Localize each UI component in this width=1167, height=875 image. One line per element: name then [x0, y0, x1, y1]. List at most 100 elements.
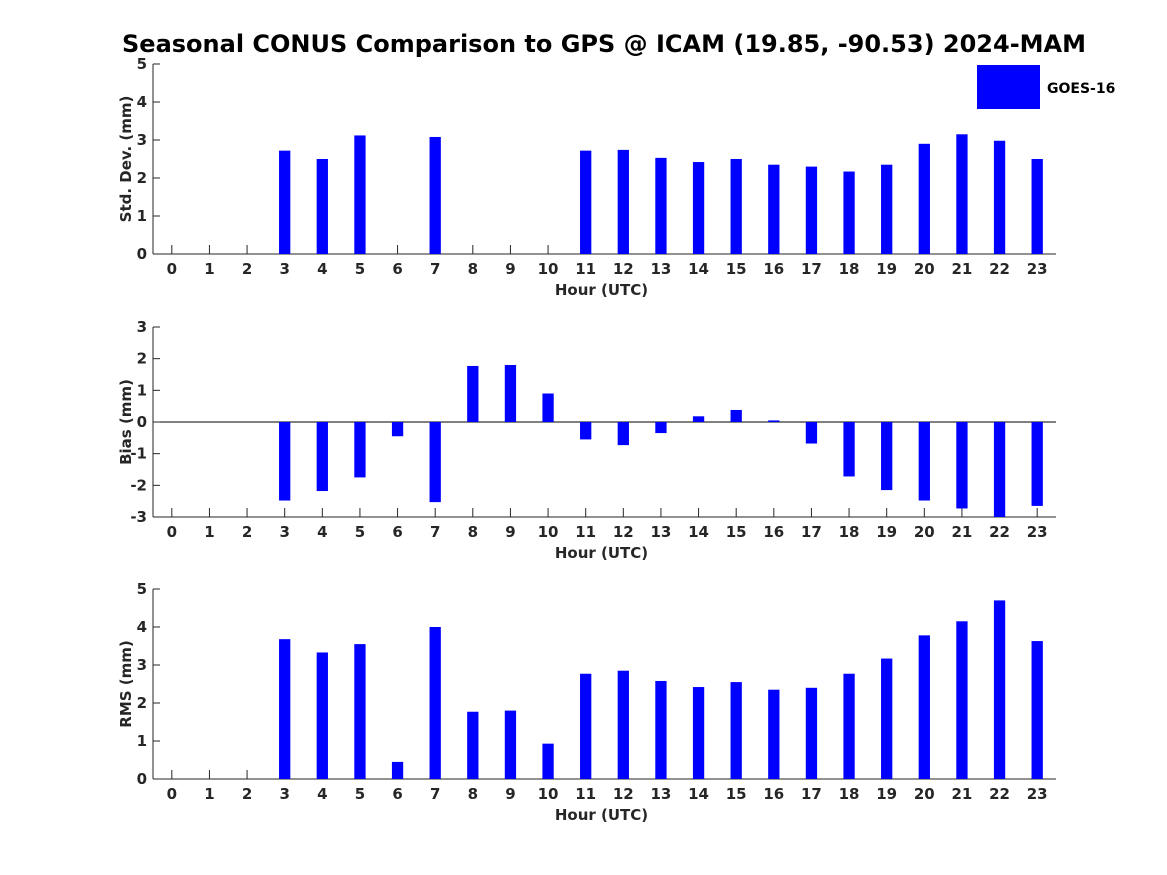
x-tick-label: 20 — [914, 785, 935, 803]
x-tick-label: 23 — [1027, 785, 1048, 803]
bar-hour-16 — [768, 164, 780, 254]
bar-hour-13 — [655, 422, 667, 434]
bar-hour-9 — [504, 365, 517, 422]
y-tick-label: 1 — [137, 207, 147, 225]
x-tick-label: 0 — [167, 523, 177, 541]
bar-hour-8 — [467, 365, 479, 422]
bar-hour-7 — [429, 627, 441, 779]
x-tick-label: 0 — [167, 785, 177, 803]
x-tick-label: 19 — [876, 523, 897, 541]
bar-hour-6 — [391, 761, 404, 779]
y-tick-label: 1 — [137, 381, 147, 399]
x-tick-label: 11 — [575, 260, 596, 278]
x-tick-label: 18 — [839, 260, 860, 278]
x-tick-label: 8 — [468, 260, 478, 278]
y-tick-label: 2 — [137, 350, 147, 368]
figure-title: Seasonal CONUS Comparison to GPS @ ICAM … — [122, 30, 1086, 58]
x-tick-label: 16 — [763, 523, 784, 541]
legend: GOES-16 — [977, 65, 1115, 109]
bar-hour-11 — [580, 422, 592, 440]
x-axis-label: Hour (UTC) — [555, 806, 648, 824]
y-tick-label: 2 — [137, 169, 147, 187]
x-tick-label: 12 — [613, 260, 634, 278]
x-tick-label: 19 — [876, 260, 897, 278]
x-tick-label: 10 — [538, 785, 559, 803]
x-tick-label: 9 — [505, 785, 515, 803]
bar-hour-15 — [730, 682, 742, 779]
y-tick-label: 0 — [137, 770, 147, 788]
x-tick-label: 15 — [726, 260, 747, 278]
x-tick-label: 19 — [876, 785, 897, 803]
y-tick-label: 3 — [137, 318, 147, 336]
y-tick-label: 5 — [137, 55, 147, 73]
x-tick-label: 23 — [1027, 260, 1048, 278]
bar-hour-12 — [617, 422, 629, 446]
bar-hour-7 — [429, 422, 441, 503]
x-tick-label: 4 — [317, 523, 327, 541]
x-tick-label: 4 — [317, 260, 327, 278]
bar-hour-23 — [1031, 422, 1043, 506]
x-tick-label: 1 — [204, 523, 214, 541]
bar-hour-18 — [843, 171, 855, 254]
x-tick-label: 14 — [688, 785, 709, 803]
x-axis-label: Hour (UTC) — [555, 281, 648, 299]
bar-hour-3 — [279, 639, 291, 779]
bar-hour-12 — [617, 149, 629, 254]
x-tick-label: 18 — [839, 523, 860, 541]
x-tick-label: 5 — [355, 260, 365, 278]
x-tick-label: 15 — [726, 785, 747, 803]
x-tick-label: 17 — [801, 785, 822, 803]
y-tick-label: 4 — [137, 618, 147, 636]
y-tick-label: 2 — [137, 694, 147, 712]
x-tick-label: 16 — [763, 260, 784, 278]
y-tick-label: -3 — [130, 508, 147, 526]
x-tick-label: 13 — [651, 260, 672, 278]
x-tick-label: 23 — [1027, 523, 1048, 541]
x-tick-label: 5 — [355, 523, 365, 541]
bar-hour-4 — [316, 159, 328, 254]
bar-hour-14 — [692, 687, 705, 779]
x-tick-label: 22 — [989, 260, 1010, 278]
x-tick-label: 7 — [430, 260, 440, 278]
y-axis-label: Std. Dev. (mm) — [117, 96, 135, 223]
y-axis-label: RMS (mm) — [117, 640, 135, 727]
bar-hour-21 — [956, 422, 968, 509]
bar-hour-22 — [993, 422, 1006, 517]
bar-hour-3 — [279, 150, 291, 254]
x-tick-label: 10 — [538, 260, 559, 278]
y-tick-label: -2 — [130, 476, 147, 494]
x-tick-label: 14 — [688, 260, 709, 278]
bar-hour-4 — [316, 652, 328, 779]
y-tick-label: 0 — [137, 413, 147, 431]
x-tick-label: 22 — [989, 523, 1010, 541]
bar-hour-8 — [467, 711, 479, 779]
bar-hour-23 — [1031, 641, 1043, 779]
x-tick-label: 4 — [317, 785, 327, 803]
bar-hour-6 — [391, 422, 404, 437]
bar-hour-19 — [881, 658, 893, 779]
y-tick-label: 5 — [137, 580, 147, 598]
bar-hour-7 — [429, 136, 441, 254]
x-tick-label: 5 — [355, 785, 365, 803]
x-tick-label: 22 — [989, 785, 1010, 803]
bar-hour-10 — [542, 743, 554, 779]
x-tick-label: 1 — [204, 260, 214, 278]
x-tick-label: 21 — [952, 260, 973, 278]
bar-hour-18 — [843, 422, 855, 477]
bar-hour-21 — [956, 134, 968, 254]
bar-hour-9 — [504, 710, 517, 779]
bar-hour-17 — [805, 422, 818, 444]
x-tick-label: 3 — [279, 260, 289, 278]
x-tick-label: 21 — [952, 785, 973, 803]
x-tick-label: 14 — [688, 523, 709, 541]
bar-hour-12 — [617, 670, 629, 779]
bar-hour-11 — [580, 150, 592, 254]
x-tick-label: 0 — [167, 260, 177, 278]
x-tick-label: 13 — [651, 523, 672, 541]
x-tick-label: 20 — [914, 260, 935, 278]
bar-hour-5 — [354, 422, 366, 478]
bar-hour-18 — [843, 673, 855, 779]
y-axis-label: Bias (mm) — [117, 379, 135, 465]
